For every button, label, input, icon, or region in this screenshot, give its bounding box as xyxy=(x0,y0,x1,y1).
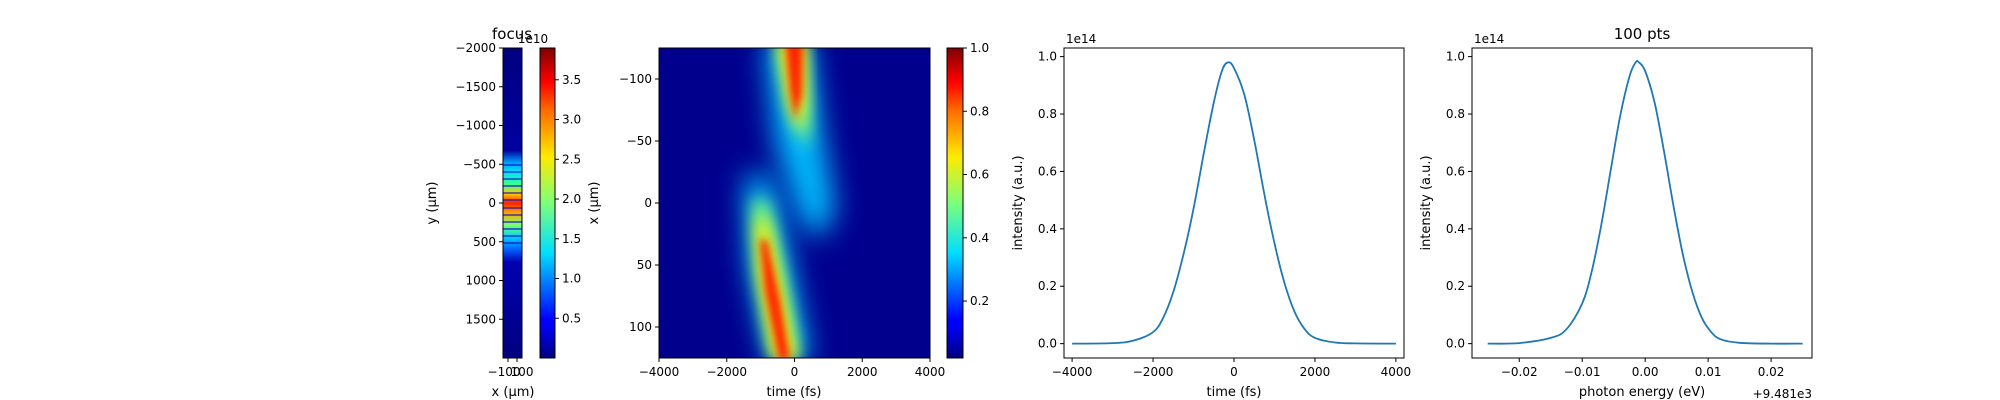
series-line xyxy=(1487,60,1803,345)
time-ylabel: intensity (a.u.) xyxy=(1011,155,1026,250)
y-tick-label: 500 xyxy=(473,235,496,249)
y-tick-label: −50 xyxy=(627,134,652,148)
y-tick-label: 1.0 xyxy=(1446,50,1465,64)
focus-ylabel: y (μm) xyxy=(425,182,440,225)
colorbar-tick-label: 1.0 xyxy=(970,41,989,55)
y-tick-label: −100 xyxy=(619,72,652,86)
y-tick-label: 0.0 xyxy=(1446,337,1465,351)
y-tick-label: −500 xyxy=(463,157,496,171)
x-tick-label: 0.02 xyxy=(1758,365,1785,379)
colorbar-tick-label: 1.0 xyxy=(562,272,581,286)
colorbar-tick-label: 0.8 xyxy=(970,104,989,118)
series-line xyxy=(1072,61,1396,345)
x-tick-label: 0 xyxy=(1230,365,1238,379)
xt-ylabel: x (μm) xyxy=(587,182,602,225)
x-tick-label: −0.02 xyxy=(1501,365,1538,379)
colorbar-tick-label: 0.5 xyxy=(562,311,581,325)
focus-y-axis: −2000 −1500 −1000 −500 0 500 1000 1500 xyxy=(455,41,503,326)
time-offset-label: 1e14 xyxy=(1066,32,1096,46)
y-tick-label: 1000 xyxy=(465,274,496,288)
energy-panel: 100 pts −0.02 −0.01 0.00 0.01 0.02 0.0 0.2 0.4… xyxy=(1419,25,1813,400)
time-panel: −4000 −2000 0 2000 4000 0.0 0.2 0.4 0.6 0.8 1.0 1… xyxy=(1011,32,1411,400)
focus-colorbar xyxy=(539,47,556,359)
y-tick-label: 1.0 xyxy=(1038,50,1057,64)
y-tick-label: 100 xyxy=(629,320,652,334)
y-tick-label: 0.2 xyxy=(1446,279,1465,293)
y-tick-label: 0.8 xyxy=(1446,107,1465,121)
y-tick-label: 0.6 xyxy=(1038,164,1057,178)
energy-x-offset-label: +9.481e3 xyxy=(1753,387,1812,400)
y-tick-label: −1000 xyxy=(455,119,496,133)
y-tick-label: 0.4 xyxy=(1446,222,1465,236)
focus-panel: focus −2000 −1500 −1000 −500 0 500 1000 1500 −1… xyxy=(425,25,581,400)
x-tick-label: −4000 xyxy=(1052,365,1093,379)
y-tick-label: 0 xyxy=(488,196,496,210)
focus-x-axis: −100 100 xyxy=(488,358,534,379)
x-tick-label: 2000 xyxy=(1300,365,1331,379)
x-tick-label: 4000 xyxy=(915,365,946,379)
energy-x-axis: −0.02 −0.01 0.00 0.01 0.02 xyxy=(1501,358,1785,379)
x-tick-label: −2000 xyxy=(706,365,747,379)
y-tick-label: 0.8 xyxy=(1038,107,1057,121)
focus-colorbar-ticks: 0.5 1.0 1.5 2.0 2.5 3.0 3.5 xyxy=(555,73,581,325)
xt-xlabel: time (fs) xyxy=(767,385,822,400)
energy-title: 100 pts xyxy=(1614,25,1671,43)
y-tick-label: −1500 xyxy=(455,80,496,94)
x-tick-label: −2000 xyxy=(1133,365,1174,379)
x-tick-label: 0.01 xyxy=(1695,365,1722,379)
y-tick-label: 0.4 xyxy=(1038,222,1057,236)
y-tick-label: 50 xyxy=(637,258,652,272)
colorbar-tick-label: 1.5 xyxy=(562,232,581,246)
x-tick-label: 2000 xyxy=(847,365,878,379)
focus-fringes xyxy=(503,164,522,244)
energy-offset-label: 1e14 xyxy=(1474,32,1504,46)
x-tick-label: 0.00 xyxy=(1632,365,1659,379)
y-tick-label: 0.0 xyxy=(1038,337,1057,351)
focus-xtick-label: 100 xyxy=(511,365,534,379)
time-xlabel: time (fs) xyxy=(1207,385,1262,400)
energy-ylabel: intensity (a.u.) xyxy=(1419,155,1434,250)
colorbar-tick-label: 2.5 xyxy=(562,152,581,166)
x-tick-label: −0.01 xyxy=(1564,365,1601,379)
focus-xtick-label: −100 xyxy=(488,365,521,379)
y-tick-label: 0.6 xyxy=(1446,164,1465,178)
energy-xlabel: photon energy (eV) xyxy=(1579,385,1705,400)
focus-colorbar-scale: 1e10 xyxy=(518,32,548,46)
colorbar-tick-label: 0.6 xyxy=(970,168,989,182)
colorbar-tick-label: 3.5 xyxy=(562,73,581,87)
time-y-axis: 0.0 0.2 0.4 0.6 0.8 1.0 xyxy=(1038,50,1064,351)
colorbar-tick-label: 0.2 xyxy=(970,294,989,308)
y-tick-label: 0.2 xyxy=(1038,279,1057,293)
xt-colorbar-ticks: 0.2 0.4 0.6 0.8 1.0 xyxy=(963,41,989,308)
y-tick-label: −2000 xyxy=(455,41,496,55)
focus-title: focus xyxy=(492,25,532,43)
x-tick-label: 4000 xyxy=(1381,365,1412,379)
xt-image xyxy=(659,48,930,358)
y-tick-label: 0 xyxy=(644,196,652,210)
y-tick-label: 1500 xyxy=(465,312,496,326)
xt-colorbar xyxy=(946,47,964,359)
energy-curve-group xyxy=(1487,60,1803,345)
energy-y-axis: 0.0 0.2 0.4 0.6 0.8 1.0 xyxy=(1446,50,1472,351)
x-tick-label: 0 xyxy=(791,365,799,379)
colorbar-tick-label: 3.0 xyxy=(562,113,581,127)
time-curve-group xyxy=(1072,61,1396,345)
time-frame xyxy=(1063,47,1405,359)
colorbar-tick-label: 0.4 xyxy=(970,231,989,245)
xt-y-axis: −100 −50 0 50 100 xyxy=(619,72,659,334)
xt-x-axis: −4000 −2000 0 2000 4000 xyxy=(639,358,946,379)
focus-xlabel: x (μm) xyxy=(492,385,535,400)
time-x-axis: −4000 −2000 0 2000 4000 xyxy=(1052,358,1411,379)
energy-frame xyxy=(1471,47,1813,359)
xt-panel: −4000 −2000 0 2000 4000 −100 −50 0 50 100 time (… xyxy=(587,41,989,400)
x-tick-label: −4000 xyxy=(639,365,680,379)
focus-image xyxy=(503,48,522,358)
colorbar-tick-label: 2.0 xyxy=(562,192,581,206)
